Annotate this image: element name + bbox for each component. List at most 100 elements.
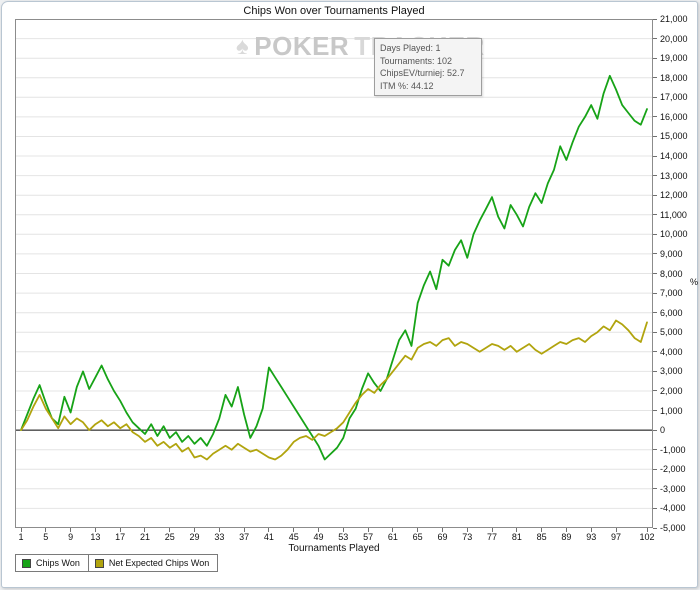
y-tick-mark [653, 175, 657, 177]
x-axis-label: 29 [189, 532, 200, 542]
x-tick-mark [342, 528, 344, 532]
y-axis-label: 18,000 [660, 72, 688, 83]
legend-label-net-expected: Net Expected Chips Won [108, 558, 210, 568]
y-tick-mark [653, 292, 657, 294]
y-axis-label: 14,000 [660, 151, 688, 162]
y-axis-label: -1,000 [660, 444, 686, 455]
chips-won-swatch-icon [22, 558, 31, 568]
net-expected-swatch-icon [94, 558, 104, 568]
pokertracker-logo-icon: ♠ [236, 32, 250, 60]
y-axis-label: 6,000 [660, 307, 683, 318]
x-axis-label: 1 [18, 532, 24, 542]
chart-canvas[interactable] [15, 18, 653, 529]
y-tick-mark [653, 194, 657, 196]
tooltip-line-days-played: Days Played: 1 [380, 43, 441, 53]
y-axis-label: 9,000 [660, 248, 683, 259]
y-tick-mark [653, 273, 657, 274]
y-axis-label: 8,000 [660, 268, 683, 279]
hover-tooltip: Days Played: 1 Tournaments: 102 ChipsEV/… [374, 38, 482, 96]
x-axis-title: Tournaments Played [288, 543, 380, 554]
x-tick-mark [45, 528, 47, 532]
x-tick-mark [516, 528, 518, 532]
x-tick-mark [565, 528, 567, 532]
x-axis-label: 69 [437, 532, 448, 542]
y-axis-label: 11,000 [660, 209, 687, 220]
y-axis-label: 15,000 [660, 131, 688, 142]
x-axis-label: 9 [68, 532, 74, 542]
y-axis-label: 1,000 [660, 405, 683, 416]
y-tick-mark [653, 57, 657, 59]
legend-item-net-expected: Net Expected Chips Won [87, 554, 219, 572]
x-axis-label: 5 [43, 532, 49, 542]
x-axis-label: 13 [90, 532, 101, 542]
x-axis-label: 33 [214, 532, 225, 542]
x-tick-mark [169, 528, 171, 532]
legend: Chips Won Net Expected Chips Won [15, 554, 219, 572]
y-tick-mark [653, 410, 657, 412]
x-axis-label: 93 [586, 532, 597, 542]
x-tick-mark [194, 528, 196, 532]
x-tick-mark [392, 528, 394, 532]
y-axis-label: 3,000 [660, 366, 683, 377]
y-tick-mark [653, 370, 657, 372]
x-axis-label: 45 [288, 532, 299, 542]
y-tick-mark [653, 331, 657, 333]
x-tick-mark [318, 528, 319, 532]
y-axis-label: 19,000 [660, 53, 688, 64]
x-axis-label: 49 [313, 532, 324, 542]
x-tick-mark [615, 528, 617, 532]
x-tick-mark [417, 528, 419, 532]
y-tick-mark [653, 77, 657, 79]
x-tick-mark [218, 528, 220, 532]
x-tick-mark [94, 528, 96, 532]
y-axis-label: 13,000 [660, 170, 688, 181]
x-tick-mark [144, 528, 146, 532]
plot-area[interactable] [15, 18, 653, 529]
x-tick-mark [491, 528, 493, 532]
x-tick-mark [20, 528, 22, 532]
y-axis-label: 7,000 [660, 288, 683, 299]
x-tick-mark [119, 528, 121, 532]
x-axis-label: 77 [487, 532, 498, 542]
y-tick-mark [653, 312, 657, 314]
y-tick-mark [653, 449, 657, 451]
y-tick-mark [653, 214, 657, 216]
y-tick-mark [653, 18, 657, 20]
y-axis-label: 5,000 [660, 327, 683, 338]
y-axis-label: -5,000 [660, 523, 686, 533]
y-tick-mark [653, 429, 657, 431]
y-tick-mark [653, 468, 657, 470]
legend-item-chips-won: Chips Won [15, 554, 89, 572]
x-tick-mark [367, 528, 369, 532]
y-axis-title: % [690, 277, 699, 287]
x-axis-label: 53 [338, 532, 349, 542]
x-tick-mark [293, 528, 295, 532]
y-axis-label: -2,000 [660, 464, 686, 475]
x-axis-label: 102 [639, 532, 655, 542]
y-tick-mark [653, 390, 657, 392]
x-axis-label: 21 [139, 532, 150, 542]
y-axis-label: 4,000 [660, 346, 683, 357]
y-tick-mark [653, 253, 657, 255]
x-tick-mark [646, 528, 648, 532]
chart-title: Chips Won over Tournaments Played [243, 5, 425, 17]
tooltip-line-tournaments: Tournaments: 102 [380, 55, 453, 66]
x-tick-mark [70, 528, 72, 532]
tooltip-line-chipsev: ChipsEV/turniej: 52.7 [380, 68, 465, 78]
y-tick-mark [653, 135, 657, 137]
y-tick-mark [653, 233, 657, 235]
y-tick-mark [653, 527, 657, 529]
y-tick-mark [653, 155, 657, 157]
y-tick-mark [653, 116, 657, 118]
y-axis-label: -4,000 [660, 503, 686, 514]
x-axis-label: 73 [462, 532, 473, 542]
x-axis-label: 89 [561, 532, 572, 542]
y-axis-label: 16,000 [660, 111, 688, 122]
y-tick-mark [653, 38, 657, 40]
y-axis-label: 12,000 [660, 190, 688, 201]
y-axis-label: -3,000 [660, 483, 686, 494]
x-axis-label: 85 [536, 532, 547, 542]
x-tick-mark [541, 528, 543, 532]
x-axis-label: 41 [263, 532, 274, 542]
x-axis-label: 25 [164, 532, 175, 542]
